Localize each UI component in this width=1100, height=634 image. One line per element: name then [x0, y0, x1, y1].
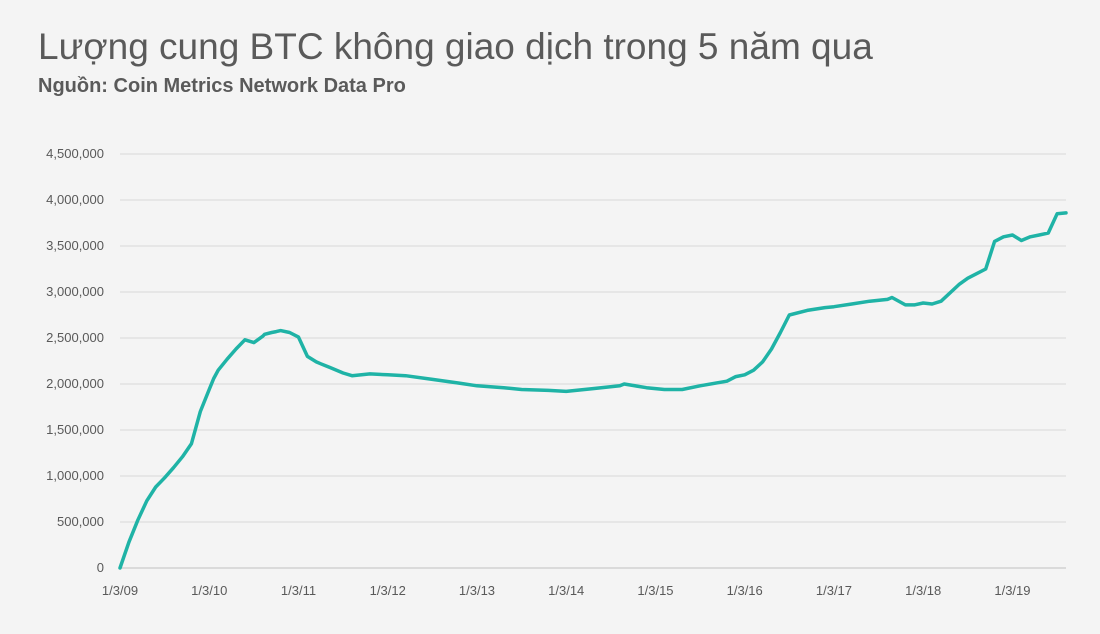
- x-tick-label: 1/3/12: [370, 583, 406, 598]
- chart-subtitle: Nguồn: Coin Metrics Network Data Pro: [38, 75, 406, 97]
- x-tick-label: 1/3/16: [727, 583, 763, 598]
- y-tick-label: 4,500,000: [46, 146, 104, 161]
- y-tick-label: 4,000,000: [46, 192, 104, 207]
- x-tick-label: 1/3/15: [637, 583, 673, 598]
- grid-lines: [120, 153, 1066, 569]
- y-tick-label: 0: [97, 560, 104, 575]
- x-tick-label: 1/3/09: [102, 583, 138, 598]
- y-tick-label: 2,500,000: [46, 330, 104, 345]
- y-tick-label: 2,000,000: [46, 376, 104, 391]
- series-line: [118, 211, 1068, 570]
- x-tick-label: 1/3/19: [994, 583, 1030, 598]
- series-layer: [118, 211, 1068, 570]
- chart-title: Lượng cung BTC không giao dịch trong 5 n…: [38, 26, 873, 67]
- y-tick-label: 1,500,000: [46, 422, 104, 437]
- y-tick-label: 3,000,000: [46, 284, 104, 299]
- y-tick-label: 3,500,000: [46, 238, 104, 253]
- x-tick-label: 1/3/18: [905, 583, 941, 598]
- x-tick-label: 1/3/11: [281, 583, 316, 598]
- x-tick-label: 1/3/17: [816, 583, 852, 598]
- y-axis: 0 500,000 1,000,000 1,500,000 2,000,000 2,500…: [46, 146, 104, 575]
- x-tick-label: 1/3/13: [459, 583, 495, 598]
- x-axis: 1/3/09 1/3/10 1/3/11 1/3/12 1/3/13 1/3/14 1/3/…: [102, 583, 1031, 598]
- x-tick-label: 1/3/10: [191, 583, 227, 598]
- y-tick-label: 500,000: [57, 514, 104, 529]
- x-tick-label: 1/3/14: [548, 583, 584, 598]
- y-tick-label: 1,000,000: [46, 468, 104, 483]
